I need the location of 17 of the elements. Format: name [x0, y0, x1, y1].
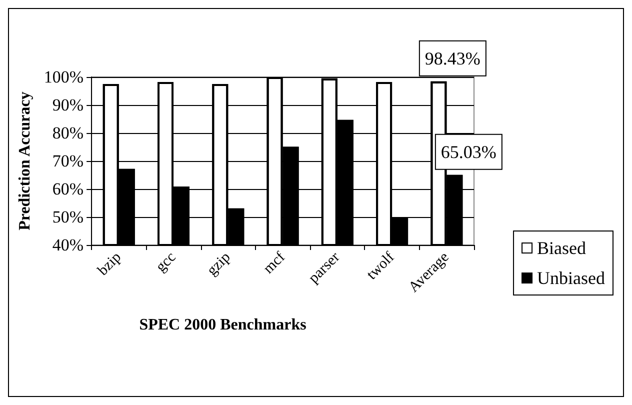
y-tick-label: 40%: [52, 236, 84, 254]
x-tick-label: gcc: [153, 249, 180, 276]
y-tick-label: 70%: [52, 152, 84, 170]
x-axis-title: SPEC 2000 Benchmarks: [139, 316, 306, 334]
x-tick-label: gzip: [204, 249, 234, 279]
y-tick-label: 90%: [52, 96, 84, 114]
x-tick-label: mcf: [260, 249, 288, 278]
x-tick-label: bzip: [94, 249, 125, 279]
y-axis-title: Prediction Accuracy: [16, 92, 34, 230]
legend-label: Biased: [537, 238, 586, 258]
y-tick-label: 100%: [44, 68, 84, 86]
data-label: 98.43%: [424, 48, 480, 68]
y-tick-label: 80%: [52, 124, 84, 142]
y-tick-label: 60%: [52, 180, 84, 198]
data-label: 65.03%: [440, 142, 496, 162]
legend-label: Unbiased: [537, 268, 605, 288]
y-tick-label: 50%: [52, 208, 84, 226]
